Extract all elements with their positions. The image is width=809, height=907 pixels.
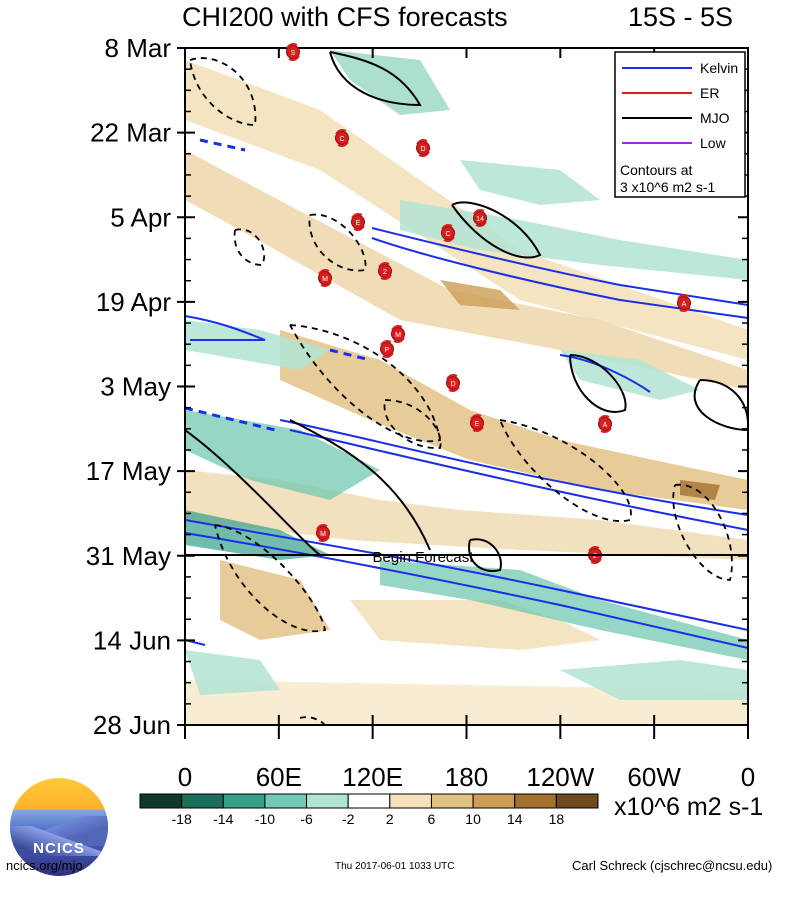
storm-label: 2 [383,269,387,276]
storm-label: M [322,276,328,283]
colorbar-swatch [181,793,224,809]
footer-website[interactable]: ncics.org/mjo [6,858,83,873]
storm-marker: D [446,374,460,392]
x-tick-label: 60E [256,762,302,792]
colorbar-label: -18 [172,811,192,827]
x-tick-label: 60W [627,762,681,792]
colorbar-label: 18 [549,811,565,827]
y-tick-label: 19 Apr [96,287,172,317]
y-tick-label: 28 Jun [93,710,171,740]
y-tick-label: 14 Jun [93,625,171,655]
storm-label: M [395,332,401,339]
colorbar-label: -14 [213,811,233,827]
colorbar-label: 14 [507,811,523,827]
colorbar-label: -6 [300,811,313,827]
region-label: 15S - 5S [628,2,734,32]
storm-label: A [682,301,687,308]
ncics-logo: NCICS [10,778,108,876]
colorbar-swatch [430,793,474,809]
colorbar-label: -2 [342,811,355,827]
colorbar-swatch [555,793,599,809]
colorbar-swatch [347,793,391,809]
storm-label: D [450,381,455,388]
colorbar-swatch [514,793,557,809]
colorbar-swatch [306,793,349,809]
legend-label: Kelvin [700,60,738,76]
storm-marker: E [470,414,484,432]
storm-marker: A [677,294,691,312]
y-tick-label: 31 May [86,541,171,571]
storm-label: M [320,531,326,538]
storm-marker: M [316,524,330,542]
storm-label: D [420,146,425,153]
storm-marker: D [416,139,430,157]
storm-label: C [339,136,344,143]
shaded-anomaly-field [185,48,748,725]
storm-marker: P [380,340,394,358]
legend-label: ER [700,85,719,101]
x-tick-label: 0 [741,762,755,792]
legend-note-line1: Contours at [620,162,692,178]
y-tick-label: 3 May [100,372,171,402]
chart-title: CHI200 with CFS forecasts [182,2,508,32]
x-tick-label: 180 [445,762,488,792]
storm-marker: C [441,224,455,242]
y-tick-label: 17 May [86,456,171,486]
storm-label: E [475,421,480,428]
colorbar-label: -10 [255,811,275,827]
storm-label: 2 [593,553,597,560]
colorbar: -18 -14 -10 -6 -2 2 6 10 14 18 [139,793,599,827]
storm-marker: A [598,415,612,433]
colorbar-swatch [222,793,266,809]
footer-author: Carl Schreck (cjschrec@ncsu.edu) [572,858,773,873]
storm-marker: 14 [473,209,487,227]
logo-text: NCICS [33,840,85,857]
storm-label: A [603,422,608,429]
colorbar-label: 2 [386,811,394,827]
storm-label: S [291,50,296,57]
y-axis: 8 Mar 22 Mar 5 Apr 19 Apr 3 May 17 May 31 May 1… [86,33,748,740]
storm-label: P [385,347,390,354]
colorbar-swatch [389,793,432,809]
storm-markers: S C D E 14 C M 2 A M P D E A M 2 [286,43,691,564]
x-axis: 0 60E 120E 180 120W 60W 0 [178,48,755,792]
storm-marker: E [351,213,365,231]
x-tick-label: 120E [342,762,403,792]
legend: Kelvin ER MJO Low Contours at 3 x10^6 m2 s-… [614,51,746,198]
colorbar-label: 6 [428,811,436,827]
footer-timestamp: Thu 2017-06-01 1033 UTC [335,861,455,872]
y-tick-label: 22 Mar [90,118,171,148]
colorbar-units: x10^6 m2 s-1 [614,793,764,821]
x-tick-label: 120W [526,762,594,792]
storm-marker: S [286,43,300,61]
colorbar-swatch [472,793,516,809]
storm-label: E [356,220,361,227]
contour-lines [185,51,748,725]
storm-label: C [445,231,450,238]
colorbar-label: 10 [465,811,481,827]
legend-label: MJO [700,110,730,126]
x-tick-label: 0 [178,762,192,792]
storm-marker: M [318,269,332,287]
colorbar-swatch [264,793,308,809]
forecast-start-label: Begin Forecast [373,549,475,566]
y-tick-label: 5 Apr [110,202,171,232]
legend-label: Low [700,135,727,151]
y-tick-label: 8 Mar [105,33,172,63]
colorbar-swatch [139,793,183,809]
storm-marker: C [335,129,349,147]
storm-label: 14 [476,216,484,223]
storm-marker: 2 [378,262,392,280]
legend-note-line2: 3 x10^6 m2 s-1 [620,179,715,195]
storm-marker: M [391,325,405,343]
